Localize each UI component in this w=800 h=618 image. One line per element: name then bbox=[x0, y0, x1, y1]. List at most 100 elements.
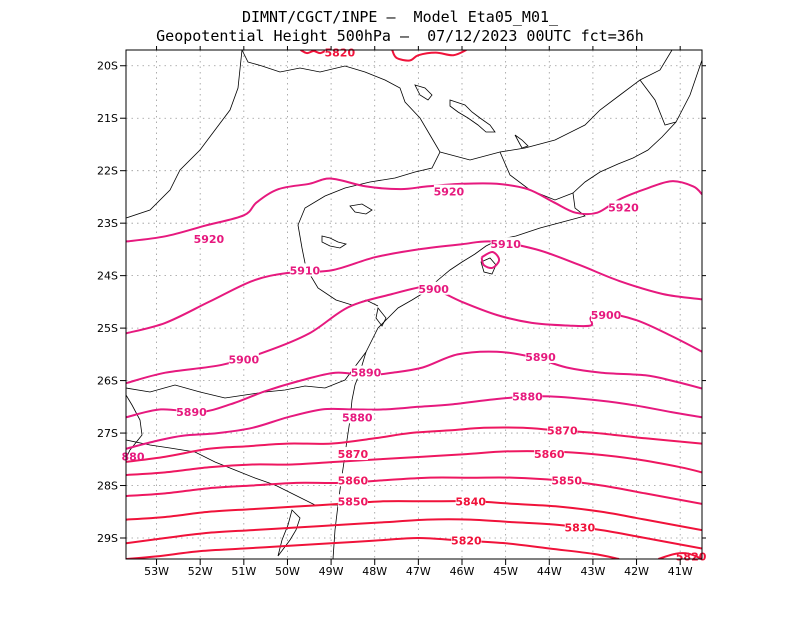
y-tick-label: 26S bbox=[97, 375, 118, 388]
contour-label-bg bbox=[591, 307, 621, 321]
y-tick-label: 20S bbox=[97, 60, 118, 73]
contour-label-5870: 5870 bbox=[338, 448, 369, 461]
contour-label-bg bbox=[193, 231, 224, 245]
contour-label-5880: 5880 bbox=[342, 411, 373, 424]
x-tick-label: 50W bbox=[275, 565, 300, 578]
contour-label-5820: 5820 bbox=[325, 47, 356, 60]
state-border-es bbox=[639, 79, 677, 126]
contour-label-bg bbox=[337, 447, 368, 461]
graticule bbox=[126, 50, 702, 559]
coastline bbox=[332, 59, 702, 559]
contour-label-bg bbox=[324, 45, 355, 59]
contour-label-5870: 5870 bbox=[547, 424, 578, 437]
contour-label-5920: 5920 bbox=[608, 201, 639, 214]
contour-line-5850 bbox=[126, 476, 702, 505]
x-tick-label: 43W bbox=[580, 565, 605, 578]
contour-line-5840 bbox=[126, 500, 702, 532]
x-tick-label: 52W bbox=[188, 565, 213, 578]
y-tick-label: 24S bbox=[97, 270, 118, 283]
contour-line-5870 bbox=[126, 426, 702, 463]
map-title-line2: Geopotential Height 500hPa – 07/12/2023 … bbox=[156, 27, 644, 45]
map-frame bbox=[125, 49, 703, 560]
contour-label-5890: 5890 bbox=[351, 367, 382, 380]
x-tick-label: 46W bbox=[450, 565, 475, 578]
state-border-mg bbox=[439, 50, 673, 161]
y-tick-label: 21S bbox=[97, 112, 118, 125]
contour-label-5860: 5860 bbox=[534, 448, 565, 461]
contour-label-5890: 5890 bbox=[176, 406, 207, 419]
contour-line-5860 bbox=[126, 450, 702, 476]
y-tick-label: 23S bbox=[97, 217, 118, 230]
national-border bbox=[126, 394, 143, 459]
contour-label-5830: 5830 bbox=[565, 522, 596, 535]
contour-label-5880: 5880 bbox=[512, 390, 543, 403]
contour-label-5910: 5910 bbox=[490, 238, 521, 251]
contour-label-bg bbox=[455, 494, 486, 508]
contour-label-bg bbox=[534, 447, 565, 461]
reservoir-4 bbox=[321, 235, 347, 249]
state-border-pr-sc bbox=[126, 351, 367, 399]
state-border-sc-rs bbox=[126, 439, 338, 506]
reservoir-5 bbox=[514, 134, 529, 149]
contour-label-bg bbox=[547, 423, 578, 437]
contour-label-bg bbox=[512, 389, 543, 403]
y-tick-label: 27S bbox=[97, 427, 118, 440]
y-tick-label: 22S bbox=[97, 165, 118, 178]
contour-label-5860: 5860 bbox=[338, 474, 369, 487]
contour-label-edge-right: 5820 bbox=[676, 550, 707, 563]
y-tick-label: 29S bbox=[97, 532, 118, 545]
contour-label-5920: 5920 bbox=[434, 186, 465, 199]
x-tick-label: 53W bbox=[144, 565, 169, 578]
contour-labels: 5920 5920 5920 5910 5910 5900 5900 5900 5890 5890… bbox=[122, 45, 707, 563]
contour-label-5850: 5850 bbox=[338, 495, 369, 508]
contour-label-5900: 5900 bbox=[591, 309, 622, 322]
contour-label-5910: 5910 bbox=[290, 264, 321, 277]
contour-label-bg bbox=[490, 237, 521, 251]
contour-line-5830 bbox=[126, 518, 702, 550]
contour-label-bg bbox=[564, 520, 595, 534]
y-tick-label: 28S bbox=[97, 480, 118, 493]
x-tick-label: 49W bbox=[319, 565, 344, 578]
contour-line-5890 bbox=[126, 350, 702, 419]
contour-label-bg bbox=[351, 365, 381, 379]
x-tick-label: 48W bbox=[362, 565, 387, 578]
contour-line-5820 bbox=[126, 536, 620, 559]
contour-label-bg bbox=[433, 184, 464, 198]
contour-label-bg bbox=[451, 533, 482, 547]
contour-line-5820 bbox=[300, 50, 328, 55]
contour-label-bg bbox=[228, 352, 259, 366]
x-tick-label: 41W bbox=[668, 565, 693, 578]
contour-line-5910 bbox=[126, 240, 702, 335]
map-title-line1: DIMNT/CGCT/INPE – Model Eta05_M01_ bbox=[241, 8, 559, 26]
contour-label-bg bbox=[608, 200, 639, 214]
contour-line-5820 bbox=[658, 552, 702, 559]
contour-line-5910 bbox=[480, 251, 501, 269]
contour-label-5920: 5920 bbox=[194, 233, 225, 246]
lagoa-dos-patos bbox=[277, 509, 301, 557]
contour-label-5890: 5890 bbox=[525, 351, 556, 364]
contour-label-5840: 5840 bbox=[455, 495, 486, 508]
contour-line-5820 bbox=[391, 50, 467, 62]
y-tick-label: 25S bbox=[97, 322, 118, 335]
contour-label-bg bbox=[289, 263, 320, 277]
state-border-ms bbox=[126, 50, 243, 219]
contour-label-bg bbox=[418, 281, 449, 295]
contour-label-bg bbox=[337, 494, 368, 508]
x-tick-label: 42W bbox=[624, 565, 649, 578]
contour-label-bg bbox=[342, 410, 373, 424]
x-tick-label: 45W bbox=[493, 565, 518, 578]
contour-label-edge-left: 880 bbox=[122, 451, 145, 464]
x-tick-label: 44W bbox=[537, 565, 562, 578]
contour-label-bg bbox=[551, 473, 582, 487]
reservoir-1 bbox=[449, 99, 496, 133]
axis-ticks: 53W 52W 51W 50W 49W 48W 47W 46W 45W 44W 43W 42W 41W 2… bbox=[97, 46, 706, 578]
x-tick-label: 47W bbox=[406, 565, 431, 578]
contour-label-5820: 5820 bbox=[451, 535, 482, 548]
contour-label-bg bbox=[176, 405, 207, 419]
contour-label-bg bbox=[525, 349, 556, 363]
contour-label-bg bbox=[337, 473, 368, 487]
contour-label-5900: 5900 bbox=[229, 354, 260, 367]
contour-line-5880 bbox=[126, 395, 702, 450]
island-ilhabela bbox=[480, 257, 497, 275]
